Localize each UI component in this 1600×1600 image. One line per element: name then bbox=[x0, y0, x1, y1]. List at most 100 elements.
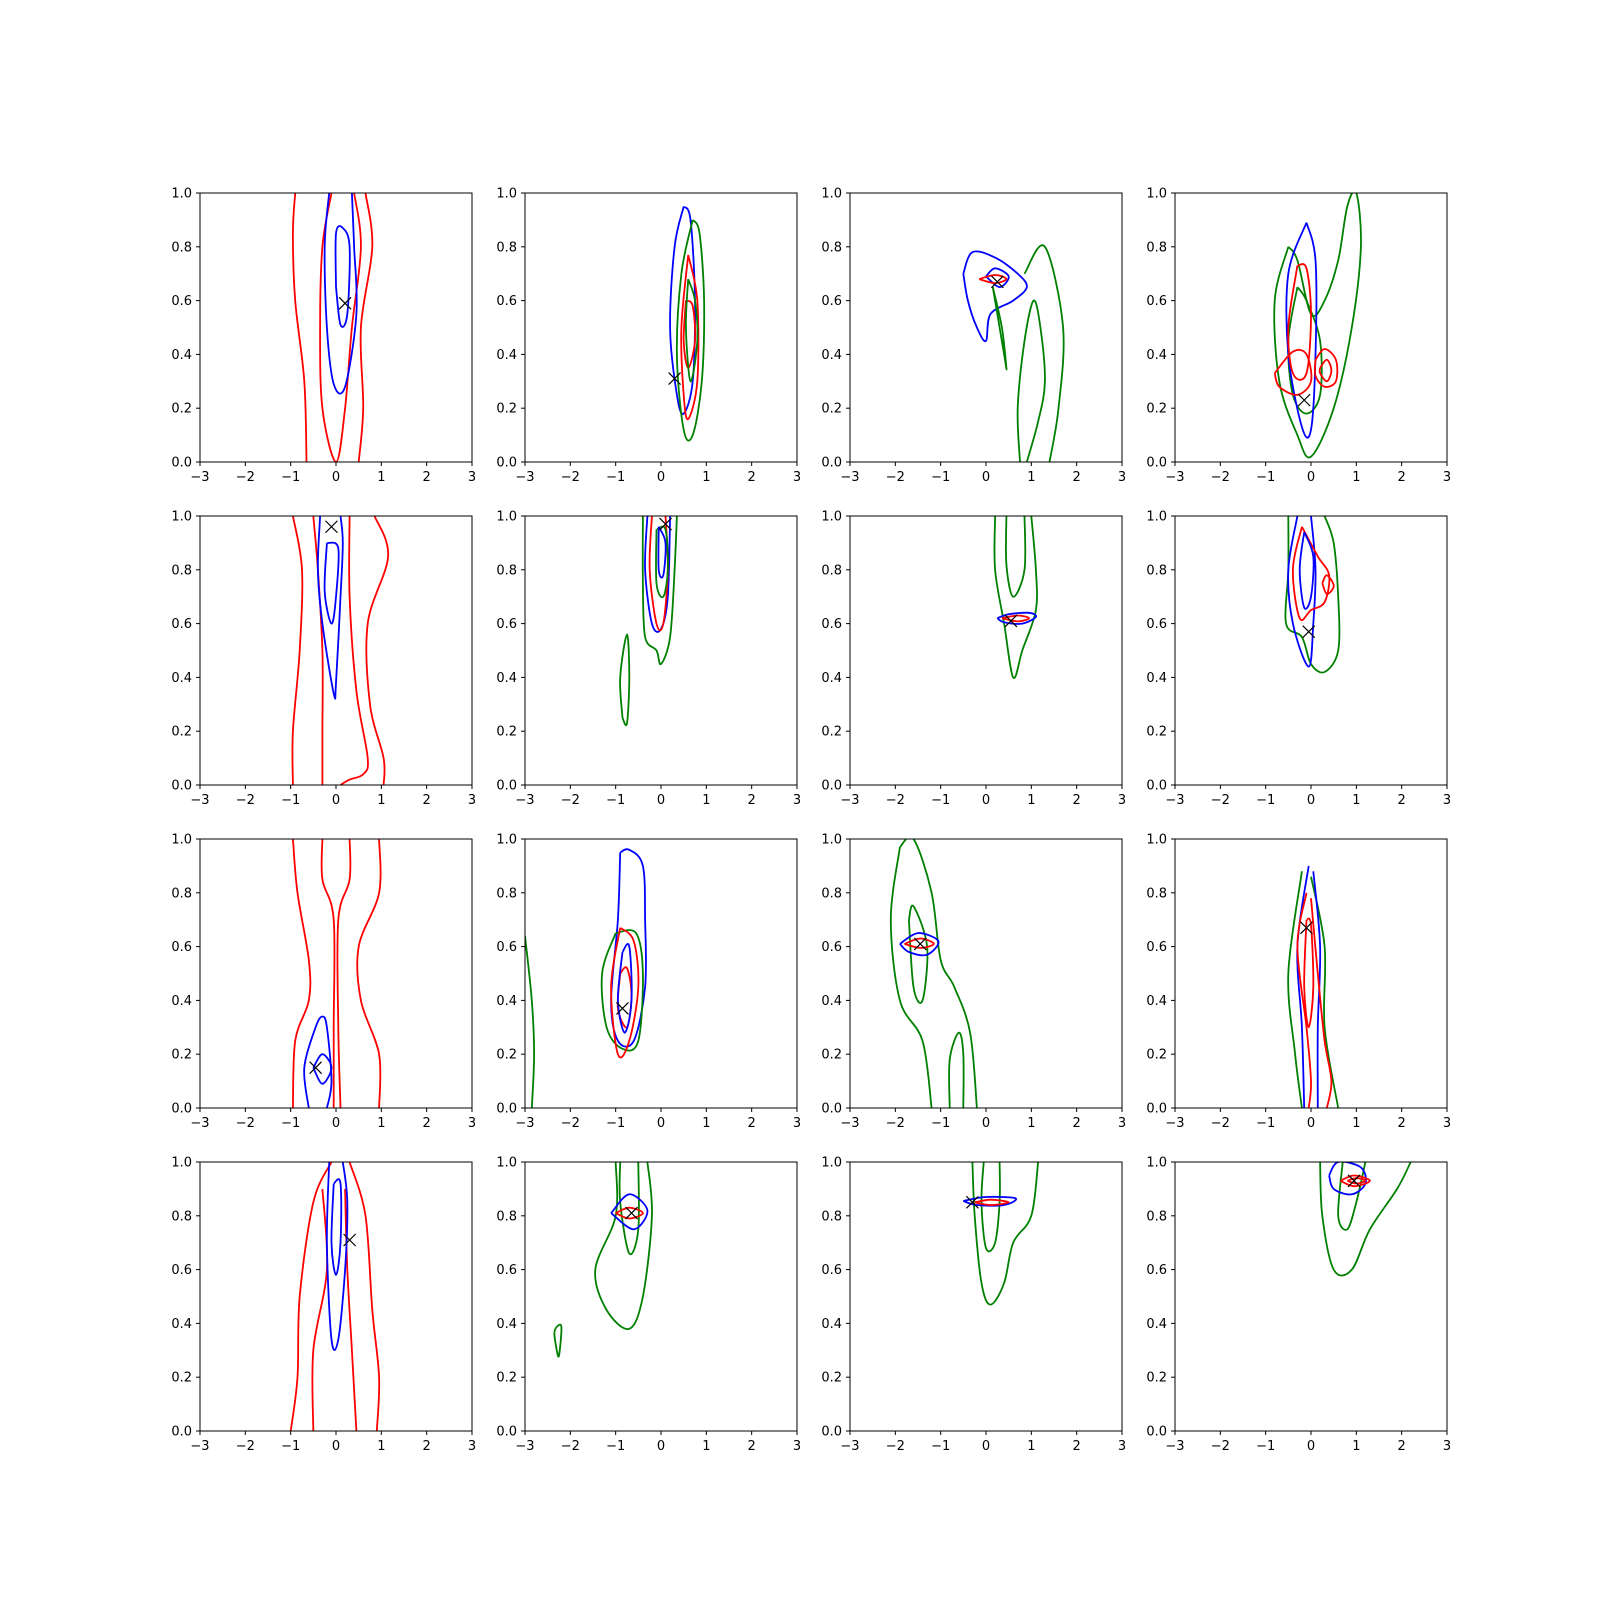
y-tick-label: 0.0 bbox=[171, 1102, 192, 1117]
x-tick-label: −1 bbox=[931, 793, 950, 808]
x-tick-label: −1 bbox=[606, 1116, 625, 1131]
x-tick-label: −2 bbox=[561, 793, 580, 808]
x-tick-label: 3 bbox=[1443, 793, 1451, 808]
x-tick-label: 0 bbox=[1307, 470, 1315, 485]
x-tick-label: 0 bbox=[332, 1116, 340, 1131]
x-tick-label: 3 bbox=[1118, 1439, 1126, 1454]
contour-green bbox=[594, 1162, 653, 1330]
y-tick-label: 0.8 bbox=[171, 1209, 192, 1224]
contour-red bbox=[336, 839, 352, 1108]
x-tick-label: −2 bbox=[1211, 793, 1230, 808]
x-tick-label: 1 bbox=[1027, 470, 1035, 485]
x-tick-label: −3 bbox=[190, 1116, 209, 1131]
x-tick-label: 3 bbox=[468, 470, 476, 485]
x-tick-label: −2 bbox=[236, 793, 255, 808]
contour-lines bbox=[292, 839, 382, 1108]
y-tick-label: 1.0 bbox=[821, 510, 842, 525]
contour-red bbox=[680, 254, 700, 421]
x-tick-label: −2 bbox=[886, 1439, 905, 1454]
contour-red bbox=[311, 1188, 329, 1431]
y-tick-label: 0.2 bbox=[171, 1371, 192, 1386]
contour-lines bbox=[669, 205, 706, 442]
x-tick-label: 0 bbox=[332, 793, 340, 808]
y-tick-label: 0.0 bbox=[821, 1425, 842, 1440]
x-tick-label: −3 bbox=[840, 1439, 859, 1454]
contour-lines bbox=[1273, 193, 1362, 459]
x-tick-label: −3 bbox=[190, 470, 209, 485]
contour-red bbox=[292, 839, 312, 1108]
y-tick-label: 0.4 bbox=[1146, 671, 1167, 686]
y-tick-label: 0.6 bbox=[821, 940, 842, 955]
y-tick-label: 0.4 bbox=[1146, 348, 1167, 363]
x-tick-label: 3 bbox=[1118, 470, 1126, 485]
y-tick-label: 1.0 bbox=[496, 510, 517, 525]
y-tick-label: 0.8 bbox=[171, 563, 192, 578]
x-tick-label: 1 bbox=[377, 470, 385, 485]
x-tick-label: 0 bbox=[657, 470, 665, 485]
x-tick-label: 1 bbox=[702, 470, 710, 485]
x-tick-label: 2 bbox=[1398, 793, 1406, 808]
subplot-1-1: −3 −2 −1 0 1 2 3 0.0 0.2 0.4 0.6 0.8 1.0 bbox=[496, 510, 801, 809]
x-tick-label: 2 bbox=[1398, 1116, 1406, 1131]
contour-lines bbox=[553, 1162, 653, 1358]
x-tick-label: 1 bbox=[702, 793, 710, 808]
x-tick-label: −1 bbox=[1256, 1116, 1275, 1131]
contour-blue bbox=[669, 205, 696, 415]
x-tick-label: 3 bbox=[793, 470, 801, 485]
x-tick-label: 2 bbox=[1073, 470, 1081, 485]
x-marker bbox=[616, 1002, 629, 1015]
x-tick-label: 1 bbox=[1352, 1116, 1360, 1131]
x-tick-label: 2 bbox=[1073, 1116, 1081, 1131]
x-tick-label: 1 bbox=[377, 1116, 385, 1131]
y-tick-label: 0.0 bbox=[821, 779, 842, 794]
contour-red bbox=[610, 927, 640, 1059]
contour-lines bbox=[1287, 865, 1340, 1108]
x-tick-label: −3 bbox=[515, 1116, 534, 1131]
contour-red bbox=[1273, 349, 1313, 396]
contour-red bbox=[1296, 892, 1312, 1108]
y-tick-label: 0.8 bbox=[1146, 886, 1167, 901]
x-tick-label: 0 bbox=[982, 793, 990, 808]
x-tick-label: 2 bbox=[1398, 1439, 1406, 1454]
x-tick-label: −3 bbox=[1165, 1116, 1184, 1131]
contour-red bbox=[682, 299, 697, 369]
contour-blue bbox=[316, 516, 344, 700]
contour-blue bbox=[1298, 531, 1315, 610]
x-tick-label: 3 bbox=[1443, 1439, 1451, 1454]
contour-red bbox=[1310, 898, 1333, 1108]
x-marker bbox=[325, 520, 338, 534]
x-tick-label: −3 bbox=[190, 1439, 209, 1454]
contour-blue bbox=[323, 193, 358, 395]
contour-red bbox=[1291, 526, 1331, 622]
contour-blue bbox=[334, 225, 351, 328]
contour-green bbox=[525, 935, 536, 1108]
x-marker bbox=[668, 372, 682, 386]
x-tick-label: −1 bbox=[281, 1116, 300, 1131]
x-tick-label: −3 bbox=[515, 470, 534, 485]
contour-blue bbox=[996, 611, 1037, 625]
contour-blue bbox=[657, 526, 667, 579]
y-tick-label: 0.6 bbox=[171, 294, 192, 309]
x-tick-label: 0 bbox=[657, 793, 665, 808]
contour-blue bbox=[312, 1053, 333, 1085]
y-tick-label: 0.4 bbox=[1146, 994, 1167, 1009]
x-marker bbox=[1004, 614, 1018, 628]
y-tick-label: 0.2 bbox=[821, 1048, 842, 1063]
subplot-0-2: −3 −2 −1 0 1 2 3 0.0 0.2 0.4 0.6 0.8 1.0 bbox=[821, 187, 1126, 486]
contour-green bbox=[1319, 1162, 1412, 1277]
subplot-3-2: −3 −2 −1 0 1 2 3 0.0 0.2 0.4 0.6 0.8 1.0 bbox=[821, 1156, 1126, 1455]
y-tick-label: 0.8 bbox=[1146, 240, 1167, 255]
contour-red bbox=[312, 516, 324, 785]
contour-green bbox=[1284, 516, 1341, 674]
x-marker bbox=[965, 1195, 979, 1209]
x-tick-label: 3 bbox=[1443, 470, 1451, 485]
x-tick-label: −1 bbox=[281, 470, 300, 485]
y-tick-label: 0.8 bbox=[821, 563, 842, 578]
x-marker bbox=[625, 1206, 638, 1220]
y-tick-label: 0.2 bbox=[821, 402, 842, 417]
y-tick-label: 0.6 bbox=[821, 294, 842, 309]
x-marker bbox=[659, 517, 672, 531]
y-tick-label: 0.6 bbox=[1146, 1263, 1167, 1278]
y-tick-label: 0.0 bbox=[496, 456, 517, 471]
x-tick-label: −1 bbox=[931, 1116, 950, 1131]
